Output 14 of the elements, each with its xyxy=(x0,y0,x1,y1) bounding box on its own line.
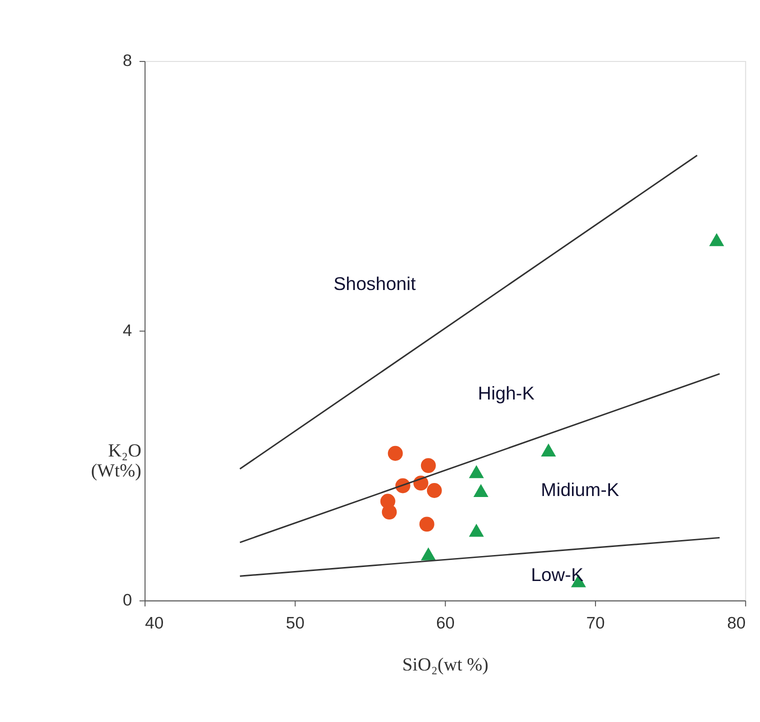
annotation: Shoshonit xyxy=(333,272,417,294)
annotation: Midium-K xyxy=(540,478,620,500)
x-tick-label: 40 xyxy=(145,614,164,633)
y-axis-title: K₂O (Wt%) xyxy=(90,440,142,482)
x-tick-label: 70 xyxy=(586,614,605,633)
y-tick-label: 8 xyxy=(122,51,132,70)
y-tick-label: 4 xyxy=(122,320,132,340)
x-axis-title: SiO₂(wt %) xyxy=(402,654,488,676)
x-tick-label: 50 xyxy=(286,614,304,633)
annotation: High-K xyxy=(478,382,536,404)
x-tick-label: 60 xyxy=(436,614,455,633)
annotation: Low-K xyxy=(530,564,584,586)
x-tick-label: 80 xyxy=(727,614,746,633)
y-tick-label: 0 xyxy=(122,590,132,610)
